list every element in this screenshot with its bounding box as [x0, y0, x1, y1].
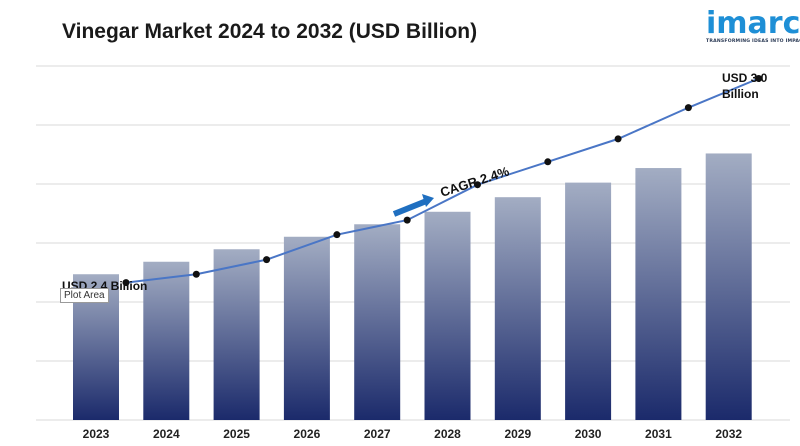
cagr-label: CAGR 2.4% [438, 163, 511, 200]
bar-2026 [283, 236, 330, 420]
trend-marker [614, 135, 622, 143]
bar-2029 [494, 197, 541, 420]
trend-marker [122, 279, 130, 287]
bar-2032 [705, 153, 752, 421]
x-tick-label: 2028 [434, 427, 461, 441]
trend-marker [755, 74, 763, 82]
x-tick-label: 2025 [223, 427, 250, 441]
x-tick-label: 2024 [153, 427, 180, 441]
trend-marker [192, 270, 200, 278]
bar-2027 [354, 224, 401, 420]
logo-word: imarc [706, 6, 800, 41]
chart-title: Vinegar Market 2024 to 2032 (USD Billion… [62, 20, 478, 43]
plot-area-tooltip: Plot Area [60, 288, 109, 303]
trend-marker [684, 104, 692, 112]
trend-marker [263, 256, 271, 264]
x-tick-label: 2032 [715, 427, 742, 441]
trend-marker [333, 231, 341, 239]
x-tick-label: 2026 [294, 427, 321, 441]
bar-2031 [635, 168, 682, 420]
imarc-logo: imarc TRANSFORMING IDEAS INTO IMPACT [700, 6, 800, 50]
end-value-annotation: USD 3.0 [722, 71, 768, 85]
bar-2024 [143, 261, 190, 420]
logo-tagline: TRANSFORMING IDEAS INTO IMPACT [706, 39, 800, 44]
cagr-arrow-head [422, 194, 434, 207]
bar-2028 [424, 211, 471, 420]
bar-2025 [213, 249, 260, 420]
x-tick-label: 2027 [364, 427, 391, 441]
bar-2030 [565, 182, 612, 420]
cagr-arrow [392, 197, 430, 217]
x-tick-label: 2023 [83, 427, 110, 441]
trend-marker [403, 216, 411, 224]
trend-marker [474, 181, 481, 189]
trend-line [125, 77, 760, 284]
x-tick-label: 2030 [575, 427, 602, 441]
x-tick-label: 2031 [645, 427, 672, 441]
end-value-annotation: Billion [722, 87, 759, 101]
trend-marker [544, 158, 552, 166]
x-tick-label: 2029 [504, 427, 531, 441]
